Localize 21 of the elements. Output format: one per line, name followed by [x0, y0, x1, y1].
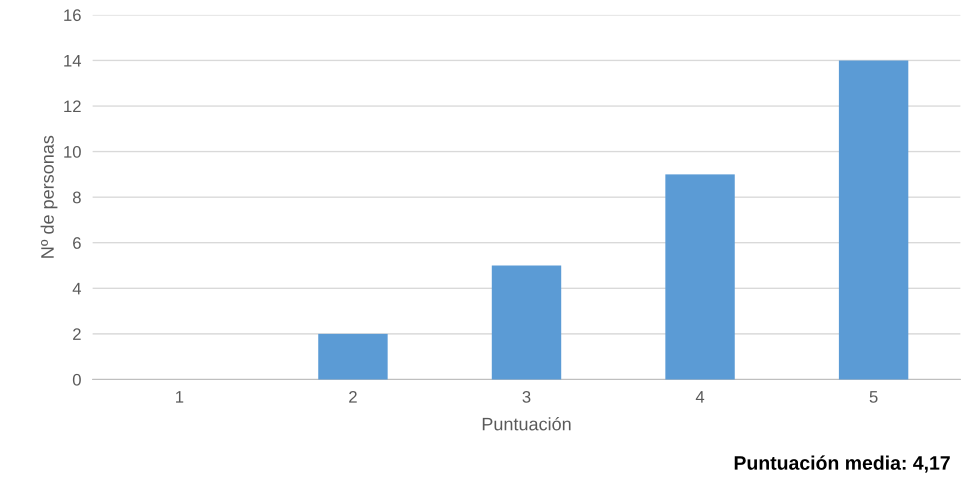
y-tick-label: 2 — [73, 328, 81, 340]
y-tick-label: 16 — [64, 9, 81, 22]
x-tick-label: 2 — [349, 390, 357, 403]
x-tick-label: 5 — [870, 391, 878, 403]
y-tick-label: 4 — [72, 282, 82, 294]
y-tick-label: 8 — [72, 192, 81, 204]
bar — [318, 334, 388, 380]
y-tick-label: 10 — [64, 146, 81, 158]
bar — [665, 174, 735, 380]
y-tick-label: 6 — [73, 237, 81, 249]
y-tick-label: 14 — [64, 55, 82, 66]
text: Puntuación media: 4,17 — [734, 455, 950, 473]
x-tick-label: 3 — [522, 390, 530, 403]
bar — [492, 266, 562, 380]
y-axis-title: Nº de personas — [40, 136, 58, 258]
bar — [838, 60, 908, 380]
x-tick-label: 4 — [696, 391, 704, 403]
y-tick-label: 0 — [72, 374, 81, 386]
x-tick-label: 1 — [176, 391, 184, 403]
x-axis-title: Puntuación — [482, 416, 571, 430]
y-tick-label: 12 — [64, 100, 81, 112]
